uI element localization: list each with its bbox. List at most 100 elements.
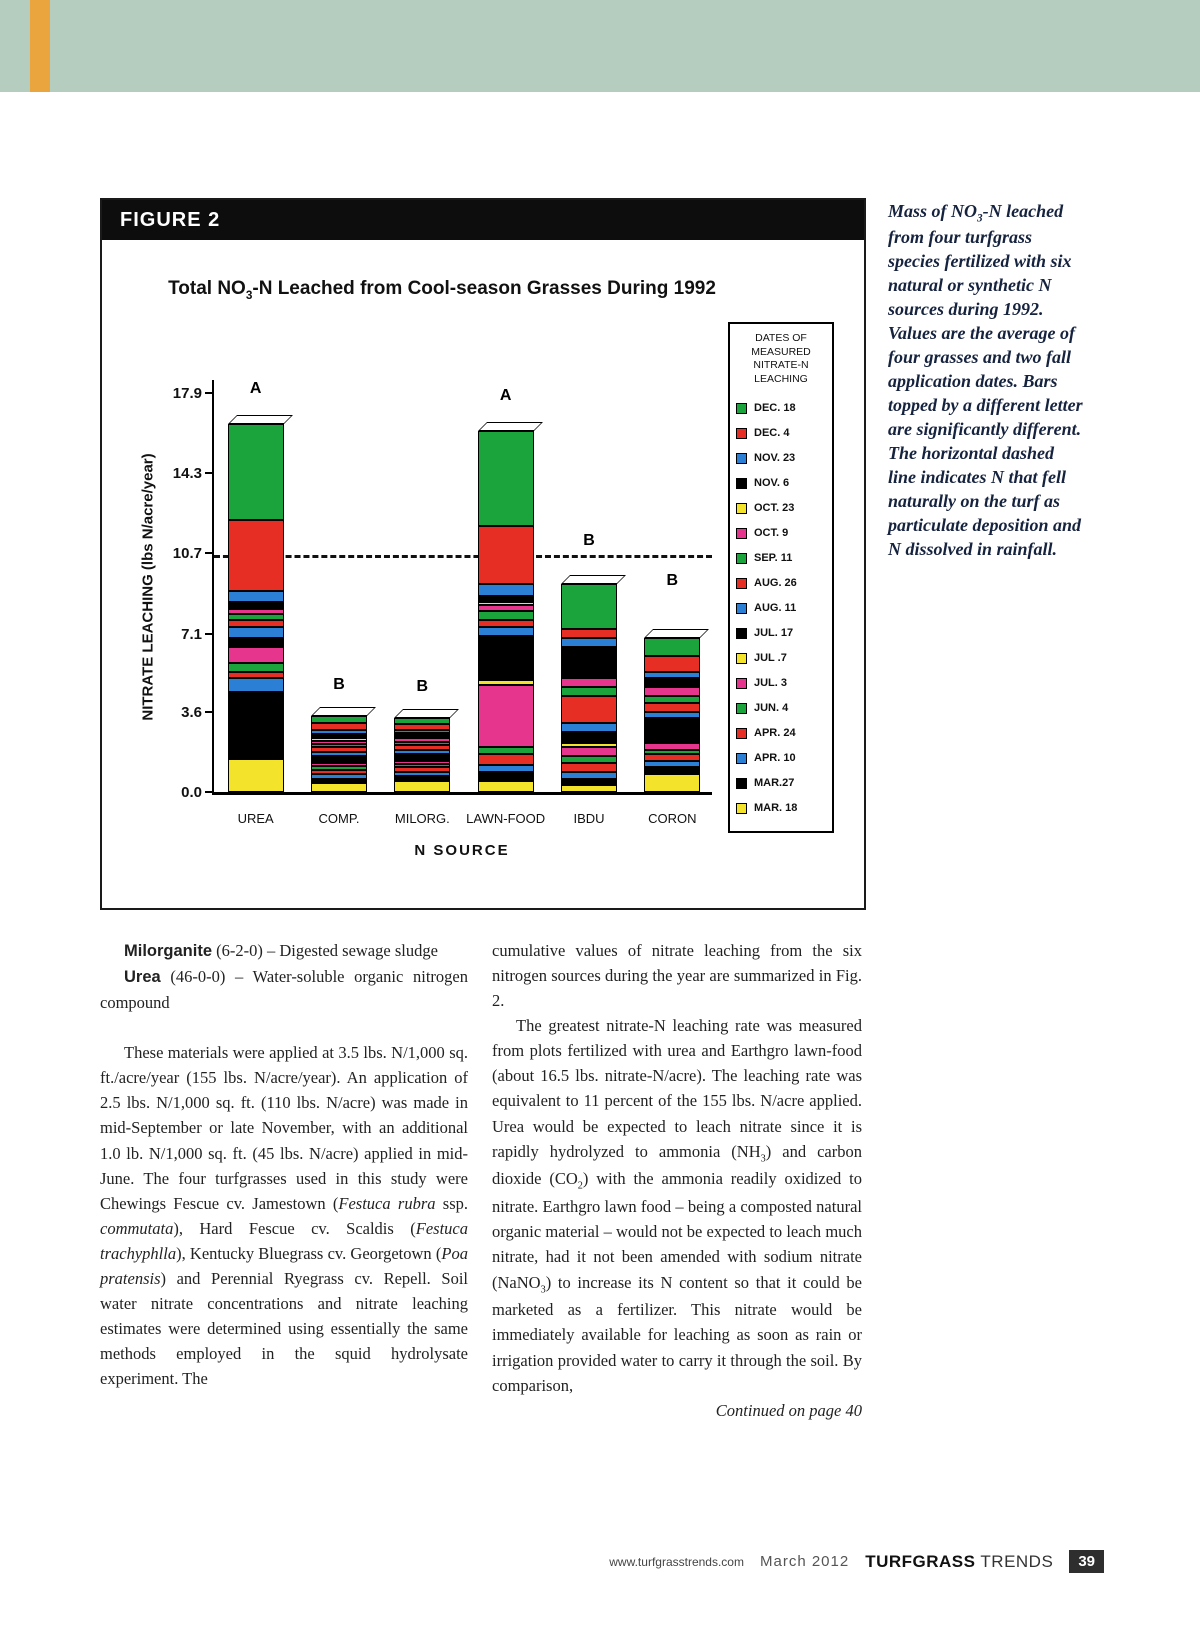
bar-segment (644, 761, 701, 767)
legend-swatch (736, 427, 747, 439)
top-banner (0, 0, 1200, 92)
legend-label: DEC. 18 (754, 402, 796, 415)
y-tick-mark (205, 471, 214, 474)
legend-label: DEC. 4 (754, 427, 790, 440)
legend-swatch (736, 577, 747, 589)
bar-segment (477, 765, 534, 772)
legend-label: AUG. 11 (754, 602, 797, 615)
bar-segment (644, 754, 701, 761)
bar-segment (477, 754, 534, 765)
bar-segment (311, 716, 367, 723)
text-segment: Mass of NO (888, 201, 978, 221)
brand-bold: TURFGRASS (865, 1551, 976, 1571)
y-tick-label: 10.7 (172, 545, 202, 563)
paragraph: The greatest nitrate-N leaching rate was… (492, 1013, 862, 1397)
significance-letter: B (416, 678, 429, 695)
stacked-bar-coron (644, 638, 701, 792)
bar-segment (477, 772, 534, 781)
bar-segment (394, 772, 451, 776)
y-tick-mark (205, 391, 214, 394)
text-segment: ), Hard Fescue cv. Scaldis ( (173, 1218, 416, 1238)
bar-segment (561, 638, 617, 647)
bar-top-face (227, 415, 293, 424)
y-tick-label: 17.9 (172, 384, 202, 402)
bar-segment (311, 752, 367, 756)
bar-segment (311, 763, 367, 766)
legend-item: MAR.27 (736, 771, 826, 796)
bar-segment (477, 620, 534, 627)
legend-swatch (736, 402, 747, 414)
bar-segment (227, 609, 284, 614)
text-segment: These materials were applied at 3.5 lbs.… (100, 1043, 468, 1213)
bar-segment (561, 779, 617, 785)
legend-swatch (736, 452, 747, 464)
text-segment: ) and carbon dioxide (CO (492, 1141, 862, 1189)
bar-segment (311, 723, 367, 730)
bar-segment (227, 663, 284, 672)
bar-segment (311, 741, 367, 744)
significance-letter: B (666, 572, 679, 589)
text-segment: 3 (977, 212, 983, 225)
legend-swatch (736, 802, 747, 814)
brand-light: TRENDS (980, 1551, 1054, 1571)
bar-segment (477, 685, 534, 747)
legend-item: AUG. 26 (736, 571, 826, 596)
y-tick-mark (205, 710, 214, 713)
legend-swatch (736, 527, 747, 539)
text-segment: Continued on page 40 (715, 1400, 862, 1420)
legend-title: DATES OF MEASURED NITRATE-N LEACHING (751, 332, 811, 385)
bar-segment (561, 772, 617, 779)
issue-date: March 2012 (759, 1553, 850, 1570)
legend-label: OCT. 9 (754, 527, 789, 540)
legend-label: AUG. 26 (754, 577, 797, 590)
legend-items: DEC. 18 DEC. 4 NOV. 23 NOV. 6 OCT. 23 OCT. 9 S… (736, 396, 826, 821)
bar-segment (311, 779, 367, 783)
text-segment: (6-2-0) – Digested sewage sludge (212, 941, 438, 960)
legend-item: APR. 24 (736, 721, 826, 746)
paragraph: Continued on page 40 (492, 1398, 862, 1423)
bar-segment (644, 685, 701, 687)
legend-item: JUL. 3 (736, 671, 826, 696)
text-segment: commutata (100, 1218, 174, 1238)
bar-segment (227, 759, 284, 792)
text-segment: 3 (760, 1152, 766, 1164)
legend-swatch (736, 727, 747, 739)
bar-segment (394, 745, 451, 750)
bar-segment (311, 770, 367, 774)
significance-letter: B (333, 676, 345, 693)
legend-label: MAR.27 (754, 777, 795, 790)
bar-segment (227, 645, 284, 647)
bar-top-face (311, 707, 376, 716)
website-link[interactable]: www.turfgrasstrends.com (609, 1554, 744, 1569)
bar-segment (644, 638, 701, 656)
bar-segment (394, 730, 451, 733)
significance-letter: A (499, 387, 512, 404)
legend-swatch (736, 777, 747, 789)
x-axis-label: N SOURCE (414, 842, 510, 859)
bar-segment (477, 605, 534, 611)
stacked-bar-ibdu (561, 584, 617, 792)
bar-segment (644, 656, 701, 672)
text-segment: Urea (124, 968, 161, 987)
legend-label: JUN. 4 (754, 702, 789, 715)
legend-item: SEP. 11 (736, 546, 826, 571)
bar-segment (394, 742, 451, 745)
bar-segment (477, 584, 534, 596)
figure-label: FIGURE 2 (102, 200, 864, 240)
bar-segment (561, 629, 617, 638)
text-segment: Total NO (168, 278, 246, 299)
stacked-bar-lawnfood (477, 431, 534, 792)
bar-segment (394, 759, 451, 761)
bar-segment (394, 767, 451, 772)
significance-letter: B (583, 532, 595, 549)
paragraph: cumulative values of nitrate leaching fr… (492, 938, 862, 1013)
text-segment: ) to increase its N content so that it c… (492, 1272, 862, 1395)
bar-segment (394, 781, 451, 792)
bar-segment (477, 680, 534, 685)
bar-segment (644, 696, 701, 703)
y-tick-mark (205, 791, 214, 793)
bar-segment (227, 520, 284, 591)
bar-segment (644, 703, 701, 712)
bar-segment (311, 756, 367, 761)
x-category-label: LAWN-FOOD (466, 811, 546, 826)
